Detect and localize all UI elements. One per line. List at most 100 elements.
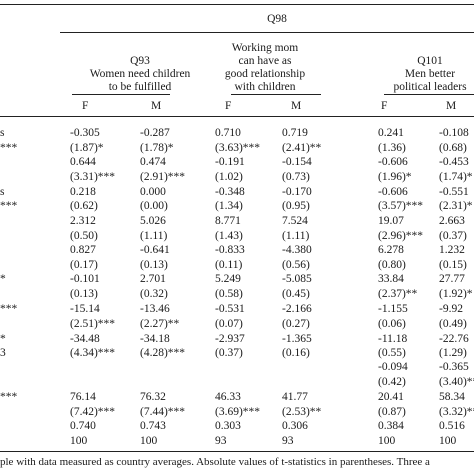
table-cell: (0.49) bbox=[439, 318, 467, 330]
table-cell: (0.06) bbox=[378, 318, 406, 330]
table-cell: 0.000 bbox=[140, 186, 166, 198]
group-header-q101-line2: political leaders bbox=[393, 81, 467, 93]
row-label-fragment: s bbox=[0, 186, 5, 198]
row-label-fragment: * bbox=[0, 273, 6, 285]
group-header-q101-code: Q101 bbox=[417, 55, 443, 67]
row-label-fragment: *** bbox=[0, 391, 18, 403]
table-cell: -0.551 bbox=[439, 186, 469, 198]
subcol-m-3: M bbox=[446, 100, 457, 112]
group-header-q98-line1: Working mom bbox=[231, 42, 299, 54]
table-cell: -15.14 bbox=[70, 303, 100, 315]
spanning-header-underline bbox=[60, 32, 474, 33]
table-cell: -34.48 bbox=[70, 333, 100, 345]
row-label-fragment: *** bbox=[0, 142, 18, 154]
table-cell: -0.453 bbox=[439, 156, 469, 168]
table-cell: (0.68) bbox=[439, 142, 467, 154]
table-cell: 46.33 bbox=[215, 391, 241, 403]
table-cell: (1.74)* bbox=[439, 171, 473, 183]
table-cell: -5.085 bbox=[282, 273, 312, 285]
table-cell: 100 bbox=[378, 435, 396, 447]
table-cell: (1.02) bbox=[215, 171, 243, 183]
table-cell: (1.34) bbox=[215, 200, 243, 212]
row-label-fragment: 3 bbox=[0, 347, 6, 359]
table-cell: (2.27)** bbox=[140, 318, 180, 330]
group-header-q93-underline bbox=[72, 94, 170, 95]
table-cell: -0.365 bbox=[439, 361, 469, 373]
table-top-rule bbox=[0, 4, 474, 5]
table-cell: 76.32 bbox=[140, 391, 166, 403]
table-cell: (3.40)*** bbox=[439, 376, 474, 388]
table-cell: (0.16) bbox=[282, 347, 310, 359]
table-cell: (0.32) bbox=[140, 288, 168, 300]
table-cell: (0.13) bbox=[70, 288, 98, 300]
table-cell: -0.170 bbox=[282, 186, 312, 198]
table-cell: 20.41 bbox=[378, 391, 404, 403]
table-cell: (2.96)*** bbox=[378, 230, 424, 242]
table-cell: (1.78)* bbox=[140, 142, 174, 154]
table-cell: 0.740 bbox=[70, 420, 96, 432]
table-cell: (0.17) bbox=[70, 259, 98, 271]
table-cell: (0.50) bbox=[70, 230, 98, 242]
subcol-f-1: F bbox=[82, 100, 89, 112]
table-cell: -22.76 bbox=[439, 333, 469, 345]
table-cell: 2.701 bbox=[140, 273, 166, 285]
table-cell: 8.771 bbox=[215, 215, 241, 227]
table-cell: (3.31)*** bbox=[70, 171, 116, 183]
table-cell: -13.46 bbox=[140, 303, 170, 315]
table-cell: (1.43) bbox=[215, 230, 243, 242]
table-cell: (1.92)* bbox=[439, 288, 473, 300]
table-cell: 41.77 bbox=[282, 391, 308, 403]
table-cell: (3.57)*** bbox=[378, 200, 424, 212]
table-cell: (0.37) bbox=[215, 347, 243, 359]
table-cell: -0.191 bbox=[215, 156, 245, 168]
table-cell: (0.42) bbox=[378, 376, 406, 388]
table-cell: (0.62) bbox=[70, 200, 98, 212]
spanning-header-q98: Q98 bbox=[267, 13, 287, 25]
table-cell: 5.026 bbox=[140, 215, 166, 227]
row-label-fragment: *** bbox=[0, 200, 18, 212]
table-cell: (2.31)* bbox=[439, 200, 473, 212]
table-cell: (0.13) bbox=[140, 259, 168, 271]
table-footnote: ple with data measured as country averag… bbox=[0, 456, 430, 468]
group-header-q101-line1: Men better bbox=[404, 68, 456, 80]
table-cell: -2.166 bbox=[282, 303, 312, 315]
table-bottom-rule bbox=[0, 451, 474, 452]
table-cell: 58.34 bbox=[439, 391, 465, 403]
table-cell: 93 bbox=[282, 435, 294, 447]
table-cell: (3.63)*** bbox=[215, 142, 261, 154]
group-header-q101-underline bbox=[384, 94, 474, 95]
table-cell: 0.218 bbox=[70, 186, 96, 198]
table-cell: 0.743 bbox=[140, 420, 166, 432]
group-header-q98-line3: good relationship bbox=[224, 68, 306, 80]
table-cell: 0.306 bbox=[282, 420, 308, 432]
group-header-q98-underline bbox=[231, 94, 321, 95]
group-header-q93-line2: to be fulfilled bbox=[108, 81, 172, 93]
table-cell: (0.87) bbox=[378, 406, 406, 418]
table-cell: (0.80) bbox=[378, 259, 406, 271]
table-header-rule bbox=[0, 116, 474, 117]
table-cell: (2.51)*** bbox=[70, 318, 116, 330]
table-cell: 0.474 bbox=[140, 156, 166, 168]
table-cell: (0.37) bbox=[439, 230, 467, 242]
table-cell: (0.11) bbox=[215, 259, 243, 271]
table-cell: -0.305 bbox=[70, 127, 100, 139]
table-cell: -0.641 bbox=[140, 244, 170, 256]
table-cell: (2.37)** bbox=[378, 288, 418, 300]
table-cell: (3.32)*** bbox=[439, 406, 474, 418]
table-cell: -0.348 bbox=[215, 186, 245, 198]
row-label-fragment: *** bbox=[0, 303, 18, 315]
group-header-q93-code: Q93 bbox=[130, 55, 150, 67]
table-cell: (1.36) bbox=[378, 142, 406, 154]
table-cell: -0.287 bbox=[140, 127, 170, 139]
row-label-fragment: s bbox=[0, 127, 5, 139]
table-cell: -0.606 bbox=[378, 156, 408, 168]
table-cell: 93 bbox=[215, 435, 227, 447]
table-cell: -9.92 bbox=[439, 303, 463, 315]
subcol-f-3: F bbox=[381, 100, 388, 112]
table-cell: (7.42)*** bbox=[70, 406, 116, 418]
table-cell: -0.833 bbox=[215, 244, 245, 256]
table-cell: (2.91)*** bbox=[140, 171, 186, 183]
table-cell: (1.11) bbox=[282, 230, 310, 242]
table-cell: 100 bbox=[439, 435, 457, 447]
table-cell: -0.606 bbox=[378, 186, 408, 198]
